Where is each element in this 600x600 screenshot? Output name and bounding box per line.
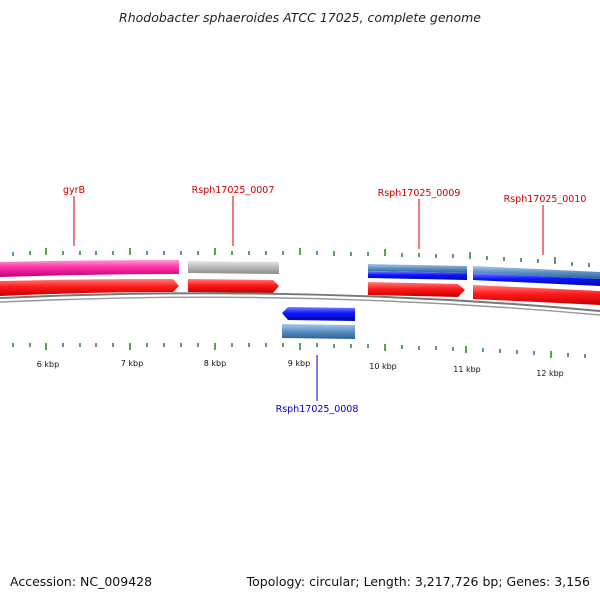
upper-tick-row — [12, 248, 590, 267]
gyrB-cds-arrow[interactable] — [0, 279, 179, 296]
scale-label-10kbp: 10 kbp — [369, 362, 397, 371]
scale-label-9kbp: 9 kbp — [288, 359, 310, 368]
rsph0008-cds-arrow[interactable] — [282, 307, 355, 321]
rsph0010-cog-feature[interactable] — [473, 266, 600, 279]
accession-text: Accession: NC_009428 — [10, 574, 153, 589]
rsph0010-cds-arrow[interactable] — [473, 285, 600, 305]
map-title: Rhodobacter sphaeroides ATCC 17025, comp… — [119, 10, 481, 25]
rsph0008-cog-feature[interactable] — [282, 324, 355, 339]
gene-label-rsph17025-0007[interactable]: Rsph17025_0007 — [192, 185, 275, 196]
gyrB-cog-feature[interactable] — [0, 260, 179, 277]
scale-label-12kbp: 12 kbp — [536, 369, 564, 378]
rsph0009-cog-feature[interactable] — [368, 264, 467, 273]
genome-backbone-inner — [0, 296, 600, 316]
rsph0010-blue-feature[interactable] — [473, 273, 600, 286]
lower-tick-row — [12, 343, 586, 358]
rsph0007-cds-arrow[interactable] — [188, 279, 279, 293]
gene-label-rsph17025-0010[interactable]: Rsph17025_0010 — [504, 194, 587, 205]
gene-label-rsph17025-0009[interactable]: Rsph17025_0009 — [378, 188, 461, 199]
rsph0009-blue-feature[interactable] — [368, 271, 467, 280]
gene-label-gyrB[interactable]: gyrB — [63, 185, 85, 196]
scale-label-11kbp: 11 kbp — [453, 365, 481, 374]
gene-label-rsph17025-0008[interactable]: Rsph17025_0008 — [276, 404, 359, 415]
scale-label-6kbp: 6 kbp — [37, 360, 59, 369]
genome-backbone-outer — [0, 292, 600, 312]
rsph0009-cds-arrow[interactable] — [368, 282, 465, 297]
genome-summary-text: Topology: circular; Length: 3,217,726 bp… — [246, 574, 590, 589]
scale-label-7kbp: 7 kbp — [121, 359, 143, 368]
rsph0007-cog-feature[interactable] — [188, 261, 279, 274]
scale-label-8kbp: 8 kbp — [204, 359, 226, 368]
